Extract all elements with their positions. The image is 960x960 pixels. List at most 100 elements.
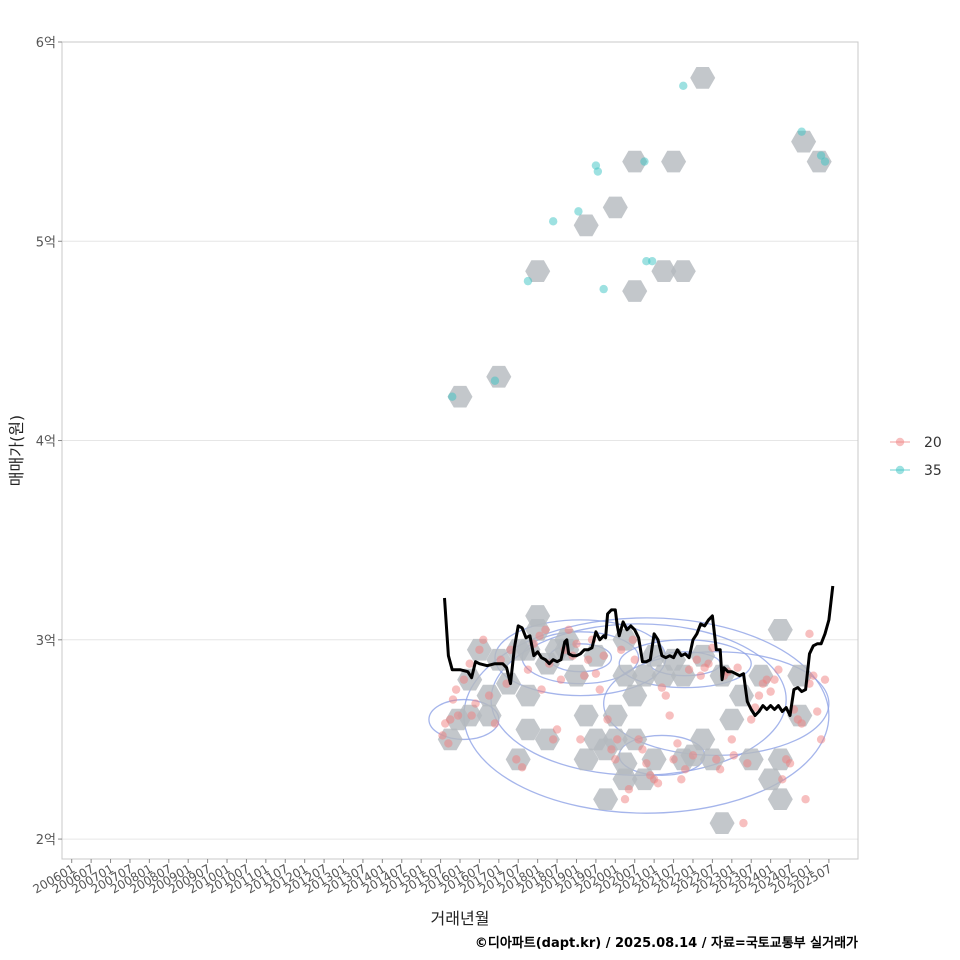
data-point-35 xyxy=(640,157,649,166)
data-point-20 xyxy=(630,655,639,664)
legend-key-point-20 xyxy=(895,437,905,447)
y-tick-label: 5억 xyxy=(36,235,56,250)
hexbin-cell xyxy=(758,768,784,791)
hexbin-cell xyxy=(573,214,599,237)
data-point-20 xyxy=(634,735,643,744)
data-point-20 xyxy=(583,655,593,664)
data-point-20 xyxy=(729,751,738,760)
data-point-20 xyxy=(548,735,558,744)
x-axis-title: 거래년월 xyxy=(431,909,490,928)
data-point-20 xyxy=(459,675,469,684)
hexbin-cell xyxy=(515,684,541,707)
data-point-20 xyxy=(537,685,546,694)
hexbin-cell xyxy=(791,130,817,153)
data-point-20 xyxy=(801,795,810,804)
data-point-20 xyxy=(638,745,647,754)
data-point-20 xyxy=(446,715,455,724)
source-caption: ©디아파트(dapt.kr) / 2025.08.14 / 자료=국토교통부 실… xyxy=(475,935,858,951)
data-point-20 xyxy=(467,711,476,720)
y-tick-label: 3억 xyxy=(36,634,56,649)
hexbin-cell xyxy=(729,684,754,707)
data-point-20 xyxy=(475,645,484,654)
data-point-20 xyxy=(733,663,742,672)
data-point-20 xyxy=(616,645,626,654)
data-point-35 xyxy=(648,256,657,266)
trend-path xyxy=(443,585,835,717)
data-point-20 xyxy=(471,699,480,708)
data-point-20 xyxy=(490,719,500,728)
data-point-20 xyxy=(684,665,694,674)
data-point-20 xyxy=(453,711,463,720)
hexbin-cell xyxy=(515,718,541,741)
data-point-20 xyxy=(624,785,634,794)
data-point-20 xyxy=(681,765,690,774)
data-point-20 xyxy=(657,683,667,692)
data-point-20 xyxy=(496,655,505,664)
x-axis: 2006012006072007012007072008012008072009… xyxy=(31,859,834,897)
hexbin-cell xyxy=(690,728,716,751)
data-point-20 xyxy=(607,745,616,754)
legend-entry-20: 20 xyxy=(890,435,942,451)
hexbin-cell xyxy=(767,788,793,810)
data-point-20 xyxy=(599,651,608,660)
data-point-20 xyxy=(778,775,787,784)
data-point-35 xyxy=(820,157,830,166)
hexbin-cell xyxy=(651,260,677,282)
hexbin-cell xyxy=(573,748,599,771)
data-point-20 xyxy=(692,655,702,664)
data-point-20 xyxy=(580,671,589,680)
hexbin-cell xyxy=(612,768,638,791)
data-point-20 xyxy=(747,715,756,724)
hexbin-cell xyxy=(457,668,483,691)
y-tick-label: 4억 xyxy=(36,435,56,450)
density-contour xyxy=(618,639,752,689)
data-point-20 xyxy=(552,725,562,734)
data-point-20 xyxy=(816,735,826,744)
data-point-20 xyxy=(797,719,806,728)
data-point-20 xyxy=(813,707,822,716)
data-point-20 xyxy=(688,751,698,760)
data-point-35 xyxy=(593,167,603,176)
data-point-20 xyxy=(820,675,830,684)
data-point-35 xyxy=(797,127,806,136)
data-point-20 xyxy=(535,631,544,641)
data-point-20 xyxy=(661,691,670,700)
data-point-20 xyxy=(805,629,814,639)
hexbin-cell xyxy=(525,605,551,627)
hexbin-layer xyxy=(437,67,832,834)
data-point-35 xyxy=(548,217,558,226)
trend-line xyxy=(443,585,835,717)
data-point-20 xyxy=(774,665,783,674)
y-tick-label: 2억 xyxy=(36,833,56,848)
data-point-35 xyxy=(599,284,608,294)
scatter-points xyxy=(438,81,830,828)
data-point-20 xyxy=(444,739,453,748)
data-point-20 xyxy=(665,711,674,720)
data-point-20 xyxy=(479,635,488,645)
data-point-35 xyxy=(642,256,651,266)
data-point-20 xyxy=(785,759,795,768)
legend-entry-35: 35 xyxy=(890,463,942,479)
hexbin-cell xyxy=(719,708,745,731)
hexbin-cell xyxy=(622,150,648,173)
data-point-20 xyxy=(727,735,737,744)
data-point-35 xyxy=(816,151,826,160)
hexbin-cell xyxy=(806,150,832,173)
data-point-20 xyxy=(809,671,818,680)
data-point-20 xyxy=(556,675,566,684)
data-point-20 xyxy=(591,669,601,678)
data-point-20 xyxy=(766,687,775,696)
data-point-35 xyxy=(574,207,583,216)
data-point-20 xyxy=(673,739,682,748)
legend-key-point-35 xyxy=(895,465,905,475)
data-point-20 xyxy=(613,735,622,744)
data-point-20 xyxy=(754,691,764,700)
hexbin-cell xyxy=(534,728,560,751)
data-point-20 xyxy=(770,675,779,684)
data-point-20 xyxy=(704,659,713,668)
data-point-20 xyxy=(451,685,461,694)
data-point-20 xyxy=(696,671,705,680)
data-point-20 xyxy=(595,685,604,694)
data-point-35 xyxy=(490,376,500,385)
